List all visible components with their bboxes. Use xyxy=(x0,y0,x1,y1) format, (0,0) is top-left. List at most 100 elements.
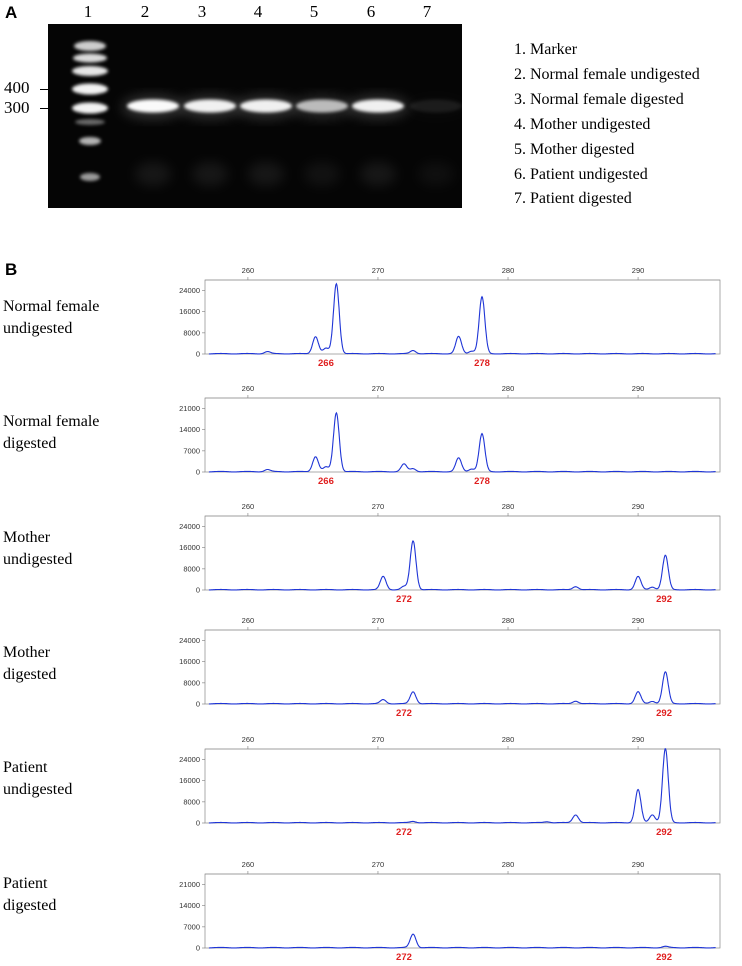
intensity-tick-label: 8000 xyxy=(183,797,200,806)
legend-item: 6. Patient undigested xyxy=(514,165,648,183)
plot-frame xyxy=(204,515,721,591)
gel-band xyxy=(127,99,179,113)
bp-tick-label: 260 xyxy=(242,616,255,625)
lane-legend: 1. Marker 2. Normal female undigested 3.… xyxy=(514,38,700,212)
intensity-tick-label: 24000 xyxy=(179,755,200,764)
bp-tick-label: 280 xyxy=(502,735,515,744)
lane-number: 3 xyxy=(197,2,207,21)
trace-label-line: digested xyxy=(3,666,57,683)
allele-label: 272 xyxy=(396,827,412,838)
intensity-tick-label: 0 xyxy=(196,819,200,828)
allele-label: 292 xyxy=(656,952,672,963)
intensity-tick-label: 0 xyxy=(196,944,200,953)
bp-tick-label: 260 xyxy=(242,735,255,744)
trace-label: Mother undigested xyxy=(3,527,163,571)
bp-tick-label: 280 xyxy=(502,384,515,393)
bp-tick-label: 290 xyxy=(632,266,645,275)
intensity-tick-label: 14000 xyxy=(179,901,200,910)
plot-frame xyxy=(204,279,721,355)
bp-tick-label: 270 xyxy=(372,384,385,393)
legend-item: 5. Mother digested xyxy=(514,140,635,158)
bp-tick-label: 260 xyxy=(242,860,255,869)
intensity-tick-label: 0 xyxy=(196,468,200,477)
gel-band xyxy=(352,99,404,113)
intensity-tick-label: 21000 xyxy=(179,880,200,889)
gel-smear xyxy=(135,162,171,186)
size-label-400: 400 xyxy=(4,78,30,97)
lane-number: 4 xyxy=(253,2,263,21)
trace-label: Normal female undigested xyxy=(3,296,163,340)
legend-item: 2. Normal female undigested xyxy=(514,65,700,83)
bp-tick-label: 260 xyxy=(242,384,255,393)
trace-label: Patient undigested xyxy=(3,757,163,801)
intensity-tick-label: 14000 xyxy=(179,425,200,434)
plot-frame xyxy=(204,873,721,949)
bp-tick-label: 260 xyxy=(242,266,255,275)
legend-item: 3. Normal female digested xyxy=(514,90,684,108)
trace-label-line: undigested xyxy=(3,551,73,568)
allele-label: 278 xyxy=(474,476,490,487)
gel-smear xyxy=(248,162,284,186)
size-tick-300 xyxy=(40,108,48,109)
intensity-tick-label: 16000 xyxy=(179,307,200,316)
electropherogram: 260 270 280 290 21000 14000 7000 0 266 278 xyxy=(179,384,721,487)
size-label-300: 300 xyxy=(4,98,30,117)
gel-band xyxy=(410,99,462,113)
intensity-tick-label: 8000 xyxy=(183,678,200,687)
trace-label-line: Mother xyxy=(3,529,51,546)
lane-number: 5 xyxy=(309,2,319,21)
trace-line xyxy=(208,671,716,705)
bp-tick-label: 280 xyxy=(502,266,515,275)
electropherogram: 260 270 280 290 24000 16000 8000 0 272 292 xyxy=(179,616,721,719)
trace-line xyxy=(208,411,716,473)
bp-tick-label: 290 xyxy=(632,616,645,625)
intensity-tick-label: 24000 xyxy=(179,636,200,645)
intensity-tick-label: 16000 xyxy=(179,776,200,785)
legend-item: 7. Patient digested xyxy=(514,190,632,208)
trace-label-line: Mother xyxy=(3,644,51,661)
electropherogram: 260 270 280 290 24000 16000 8000 0 266 278 xyxy=(179,266,721,369)
allele-label: 292 xyxy=(656,708,672,719)
bp-tick-label: 280 xyxy=(502,860,515,869)
bp-tick-label: 290 xyxy=(632,502,645,511)
bp-tick-label: 280 xyxy=(502,502,515,511)
allele-label: 272 xyxy=(396,594,412,605)
trace-label-line: Normal female xyxy=(3,413,100,430)
gel-smear xyxy=(304,162,340,186)
bp-tick-label: 260 xyxy=(242,502,255,511)
intensity-tick-label: 8000 xyxy=(183,564,200,573)
plot-frame xyxy=(204,397,721,473)
legend-item: 4. Mother undigested xyxy=(514,115,651,133)
gel-smear xyxy=(418,162,454,186)
intensity-tick-label: 0 xyxy=(196,700,200,709)
lane-number: 6 xyxy=(366,2,376,21)
intensity-tick-label: 24000 xyxy=(179,286,200,295)
marker-lane xyxy=(72,41,108,181)
intensity-tick-label: 7000 xyxy=(183,922,200,931)
trace-label-line: undigested xyxy=(3,781,73,798)
size-tick-400 xyxy=(40,89,48,90)
gel-smear xyxy=(360,162,396,186)
trace-label-line: Patient xyxy=(3,875,48,892)
trace-label-line: Patient xyxy=(3,759,48,776)
intensity-tick-label: 7000 xyxy=(183,446,200,455)
trace-label-line: Normal female xyxy=(3,298,100,315)
allele-label: 292 xyxy=(656,827,672,838)
gel-smear xyxy=(192,162,228,186)
legend-item: 1. Marker xyxy=(514,41,578,58)
gel-band xyxy=(184,99,236,113)
intensity-tick-label: 21000 xyxy=(179,404,200,413)
trace-label: Patient digested xyxy=(3,873,163,917)
intensity-tick-label: 16000 xyxy=(179,543,200,552)
bp-tick-label: 270 xyxy=(372,266,385,275)
gel-image xyxy=(48,24,462,208)
trace-line xyxy=(208,933,716,949)
trace-label: Normal female digested xyxy=(3,411,163,455)
bp-tick-label: 290 xyxy=(632,384,645,393)
trace-label-line: digested xyxy=(3,435,57,452)
electropherogram: 260 270 280 290 24000 16000 8000 0 272 292 xyxy=(179,735,721,838)
allele-label: 278 xyxy=(474,358,490,369)
bp-tick-label: 290 xyxy=(632,735,645,744)
lane-number: 7 xyxy=(422,2,432,21)
intensity-tick-label: 0 xyxy=(196,350,200,359)
